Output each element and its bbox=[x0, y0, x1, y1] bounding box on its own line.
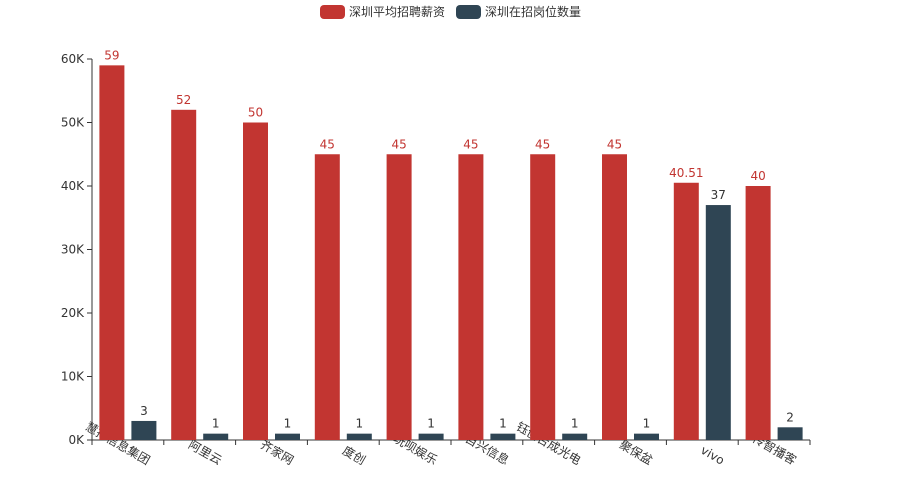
data-label: 45 bbox=[535, 137, 550, 151]
data-label: 45 bbox=[463, 137, 478, 151]
data-label: 59 bbox=[104, 48, 119, 62]
data-label: 1 bbox=[571, 417, 579, 431]
data-label: 40.51 bbox=[669, 166, 703, 180]
bar[interactable] bbox=[275, 433, 300, 440]
bar[interactable] bbox=[634, 433, 659, 440]
bar[interactable] bbox=[530, 154, 556, 440]
bar[interactable] bbox=[171, 109, 197, 441]
data-label: 45 bbox=[320, 137, 335, 151]
x-tick-label: 聚保盆 bbox=[617, 437, 655, 467]
legend-swatch bbox=[456, 5, 481, 19]
y-tick-label: 50K bbox=[61, 116, 85, 130]
data-label: 50 bbox=[248, 106, 263, 120]
data-label: 1 bbox=[212, 417, 220, 431]
bar[interactable] bbox=[418, 433, 444, 440]
bar[interactable] bbox=[490, 433, 516, 440]
bar[interactable] bbox=[99, 65, 125, 440]
legend-swatch bbox=[320, 5, 345, 19]
data-label: 1 bbox=[284, 417, 292, 431]
data-label: 40 bbox=[750, 169, 765, 183]
bar[interactable] bbox=[314, 154, 340, 440]
legend-item[interactable]: 深圳在招岗位数量 bbox=[456, 4, 581, 19]
bars bbox=[99, 65, 803, 441]
bar[interactable] bbox=[386, 154, 412, 440]
bar[interactable] bbox=[131, 420, 157, 440]
bar[interactable] bbox=[346, 433, 372, 440]
data-label: 3 bbox=[140, 404, 148, 418]
x-tick-label: 齐家网 bbox=[258, 437, 297, 468]
legend-label: 深圳在招岗位数量 bbox=[485, 4, 581, 19]
y-tick-label: 0K bbox=[68, 433, 85, 447]
bar[interactable] bbox=[602, 154, 627, 440]
data-label: 2 bbox=[786, 410, 794, 424]
data-label: 37 bbox=[711, 188, 726, 202]
data-label: 45 bbox=[391, 137, 406, 151]
y-tick-label: 60K bbox=[61, 52, 85, 66]
data-label: 1 bbox=[427, 417, 435, 431]
legend-label: 深圳平均招聘薪资 bbox=[349, 5, 445, 19]
legend[interactable]: 深圳平均招聘薪资 深圳在招岗位数量 bbox=[320, 4, 581, 19]
data-label: 45 bbox=[607, 137, 622, 151]
bar[interactable] bbox=[673, 182, 699, 440]
y-tick-label: 30K bbox=[61, 243, 85, 257]
data-label: 52 bbox=[176, 93, 191, 107]
y-tick-label: 10K bbox=[61, 370, 85, 384]
x-tick-label: vivo bbox=[698, 443, 727, 468]
bar[interactable] bbox=[458, 154, 484, 440]
bar[interactable] bbox=[745, 186, 771, 440]
bar[interactable] bbox=[243, 122, 268, 441]
y-tick-label: 40K bbox=[61, 179, 85, 193]
y-tick-label: 20K bbox=[61, 306, 85, 320]
data-label: 1 bbox=[643, 417, 651, 431]
bar[interactable] bbox=[705, 205, 731, 440]
legend-item[interactable]: 深圳平均招聘薪资 bbox=[320, 5, 445, 19]
value-labels: 59 52 50 45 45 45 45 45 40.51 40 3 1 1 1 1 1 1 1 37 2 bbox=[104, 48, 794, 430]
x-tick-label: 度创 bbox=[340, 443, 368, 468]
bar[interactable] bbox=[562, 433, 588, 440]
bar[interactable] bbox=[777, 427, 803, 440]
x-tick-label: 阿里云 bbox=[186, 437, 224, 467]
data-label: 1 bbox=[355, 417, 363, 431]
bar[interactable] bbox=[203, 433, 229, 440]
y-axis: 0K 10K 20K 30K 40K 50K 60K bbox=[61, 52, 93, 447]
data-label: 1 bbox=[499, 417, 507, 431]
